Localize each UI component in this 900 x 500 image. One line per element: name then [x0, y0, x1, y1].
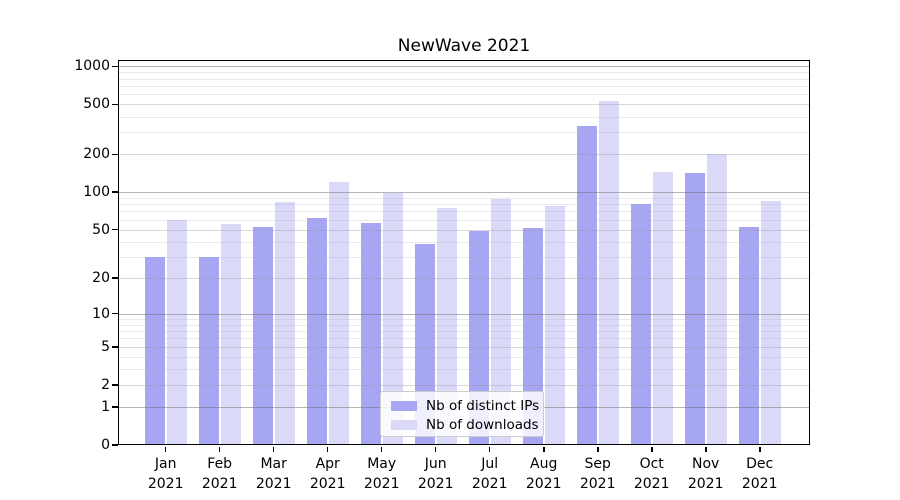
y-tick-mark	[112, 406, 118, 408]
legend-label-downloads: Nb of downloads	[426, 416, 539, 433]
y-tick-mark	[112, 384, 118, 386]
x-tick-mark	[759, 446, 761, 452]
y-tick-label: 1	[101, 399, 110, 415]
gridline	[118, 78, 810, 80]
x-tick-mark	[488, 446, 491, 452]
bar-may-distinct-ips	[360, 223, 381, 445]
x-tick-label-jan: Jan 2021	[147, 456, 184, 492]
bar-mar-downloads	[274, 201, 295, 445]
y-tick-label: 50	[92, 221, 110, 238]
bar-dec-distinct-ips	[738, 227, 759, 445]
x-tick-mark	[164, 446, 167, 452]
bar-mar-distinct-ips	[252, 227, 273, 445]
y-tick-label: 200	[83, 146, 110, 163]
bar-aug-downloads	[544, 205, 565, 445]
y-tick-label: 1000	[74, 58, 110, 75]
y-tick-mark	[112, 228, 118, 231]
bar-jan-downloads	[166, 219, 187, 445]
y-tick-label: 5	[101, 338, 110, 355]
x-tick-label-oct: Oct 2021	[633, 456, 670, 492]
x-tick-mark	[272, 446, 275, 452]
y-tick-mark	[112, 346, 118, 348]
gridline	[118, 66, 810, 68]
bar-feb-downloads	[220, 224, 241, 445]
gridline	[118, 94, 810, 96]
bar-jan-distinct-ips	[144, 256, 165, 445]
y-tick-mark	[112, 277, 118, 279]
bar-nov-distinct-ips	[684, 172, 705, 445]
bar-aug-distinct-ips	[522, 228, 543, 445]
x-tick-mark	[705, 446, 707, 452]
legend-item-distinct-ips: Nb of distinct IPs	[391, 396, 543, 415]
legend-label-distinct-ips: Nb of distinct IPs	[426, 397, 540, 414]
x-tick-mark	[651, 446, 653, 452]
y-tick-label: 500	[83, 96, 110, 113]
y-tick-mark	[112, 444, 118, 446]
y-tick-label: 100	[83, 184, 110, 201]
bar-may-downloads	[382, 192, 403, 445]
y-tick-label: 20	[92, 270, 110, 287]
bar-apr-downloads	[328, 181, 349, 445]
y-tick-label: 10	[92, 305, 110, 322]
x-tick-label-dec: Dec 2021	[741, 456, 778, 492]
bar-sep-distinct-ips	[576, 126, 597, 445]
legend-swatch-downloads	[391, 419, 417, 430]
bar-jun-downloads	[436, 207, 457, 445]
x-tick-mark	[380, 446, 383, 452]
bar-dec-downloads	[760, 200, 781, 445]
bar-nov-downloads	[706, 153, 727, 445]
y-tick-label: 2	[101, 376, 110, 393]
y-tick-mark	[112, 65, 118, 68]
bar-oct-downloads	[652, 171, 673, 445]
bar-oct-distinct-ips	[630, 203, 651, 445]
gridline	[118, 104, 810, 106]
bar-sep-downloads	[598, 101, 619, 445]
x-tick-label-sep: Sep 2021	[579, 456, 616, 492]
x-tick-label-apr: Apr 2021	[309, 456, 346, 492]
gridline	[118, 132, 810, 134]
y-tick-mark	[112, 191, 118, 193]
legend-swatch-distinct-ips	[391, 400, 417, 411]
gridline	[118, 116, 810, 118]
x-tick-label-jul: Jul 2021	[471, 456, 508, 492]
x-tick-mark	[326, 446, 329, 452]
x-tick-label-nov: Nov 2021	[687, 456, 724, 492]
gridline	[118, 85, 810, 87]
legend: Nb of distinct IPs Nb of downloads	[380, 391, 544, 437]
chart-title: NewWave 2021	[397, 36, 531, 56]
x-tick-label-may: May 2021	[363, 456, 400, 492]
x-tick-mark	[434, 446, 437, 452]
x-tick-label-jun: Jun 2021	[417, 456, 454, 492]
legend-item-downloads: Nb of downloads	[391, 415, 543, 434]
x-tick-label-mar: Mar 2021	[255, 456, 292, 492]
gridline	[118, 72, 810, 74]
bar-apr-distinct-ips	[306, 217, 327, 445]
x-tick-label-feb: Feb 2021	[201, 456, 238, 492]
bar-jul-downloads	[490, 199, 511, 445]
bar-feb-distinct-ips	[198, 256, 219, 445]
x-tick-mark	[543, 446, 545, 452]
y-tick-mark	[112, 312, 118, 315]
x-tick-label-aug: Aug 2021	[525, 456, 562, 492]
y-tick-mark	[112, 153, 118, 156]
y-tick-mark	[112, 103, 118, 105]
x-tick-mark	[597, 446, 599, 452]
y-tick-label: 0	[101, 437, 110, 453]
x-tick-mark	[218, 446, 221, 452]
